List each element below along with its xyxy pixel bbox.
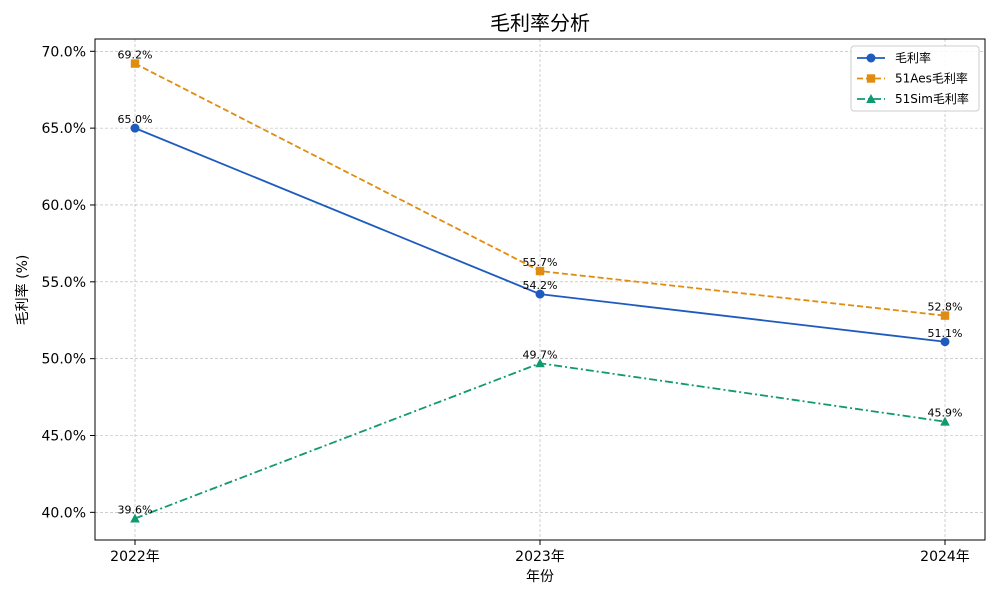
data-point xyxy=(130,59,140,68)
legend-item: 毛利率 xyxy=(857,50,931,65)
x-axis: 2022年 2023年 2024年 xyxy=(110,540,970,565)
grid xyxy=(95,39,985,540)
data-label: 54.2% xyxy=(523,279,558,292)
legend-marker xyxy=(866,74,876,83)
data-point xyxy=(940,416,950,426)
data-label: 52.8% xyxy=(928,301,963,314)
data-point xyxy=(535,358,545,368)
legend-marker xyxy=(866,53,876,63)
series-3 xyxy=(130,358,950,523)
y-tick-label: 50.0% xyxy=(42,352,86,368)
data-point xyxy=(130,513,140,523)
legend-label: 毛利率 xyxy=(895,50,931,65)
x-tick-label: 2023年 xyxy=(515,549,565,565)
x-tick-label: 2024年 xyxy=(920,549,970,565)
data-point xyxy=(535,289,545,299)
chart-title: 毛利率分析 xyxy=(490,11,590,35)
legend-item: 51Sim毛利率 xyxy=(857,91,969,106)
data-point xyxy=(940,337,950,347)
y-tick-label: 65.0% xyxy=(42,121,86,137)
data-label: 55.7% xyxy=(523,256,558,269)
legend-box xyxy=(850,45,980,112)
data-label: 49.7% xyxy=(523,348,558,361)
y-tick-label: 70.0% xyxy=(42,44,86,60)
data-label: 65.0% xyxy=(118,113,153,126)
series-1 xyxy=(130,123,950,347)
y-axis-label: 毛利率 (%) xyxy=(14,255,31,326)
x-axis-label: 年份 xyxy=(526,569,554,585)
legend: 毛利率 51Aes毛利率 51Sim毛利率 xyxy=(850,45,980,112)
y-tick-label: 55.0% xyxy=(42,275,86,291)
y-tick-label: 40.0% xyxy=(42,505,86,521)
legend-label: 51Sim毛利率 xyxy=(895,91,969,106)
series-layer xyxy=(130,59,950,523)
data-point xyxy=(535,266,545,276)
data-label: 39.6% xyxy=(118,503,153,516)
legend-marker xyxy=(866,94,876,103)
x-tick-label: 2022年 xyxy=(110,549,160,565)
data-point xyxy=(130,123,140,133)
y-axis: 40.0% 45.0% 50.0% 55.0% 60.0% 65.0% 70.0% xyxy=(42,44,95,521)
y-tick-label: 45.0% xyxy=(42,428,86,444)
data-point xyxy=(940,311,950,320)
series-2 xyxy=(130,59,950,320)
data-label: 45.9% xyxy=(928,407,963,420)
data-labels: 65.0% 54.2% 51.1% 69.2% 55.7% 52.8% 39.6% 49.7%… xyxy=(118,49,963,517)
legend-item: 51Aes毛利率 xyxy=(857,71,968,86)
data-label: 51.1% xyxy=(928,327,963,340)
y-tick-label: 60.0% xyxy=(42,198,86,214)
data-label: 69.2% xyxy=(118,49,153,62)
legend-label: 51Aes毛利率 xyxy=(895,71,968,86)
